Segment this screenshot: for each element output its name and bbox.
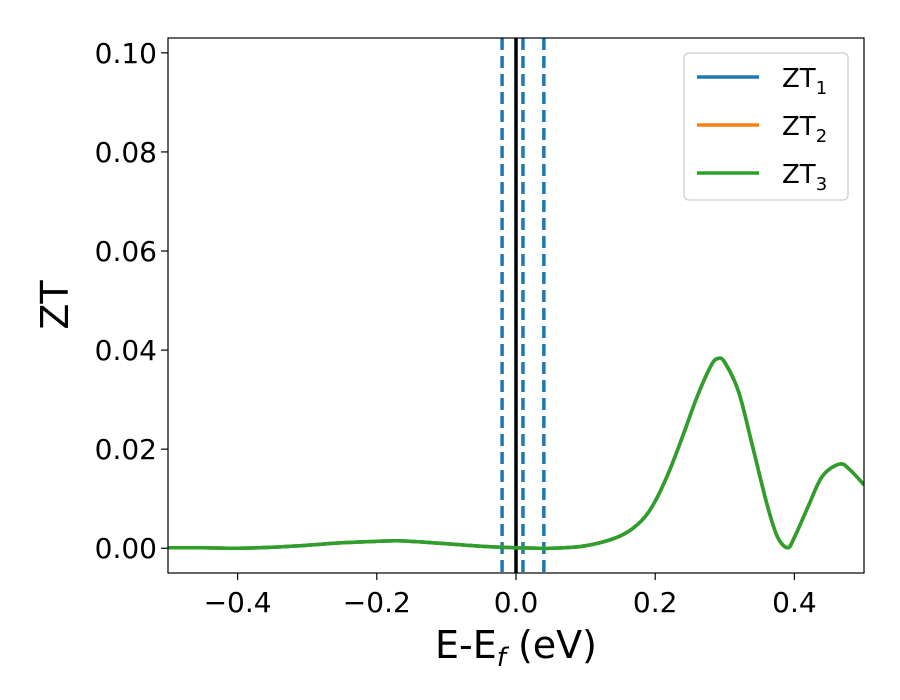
y-tick-label: 0.00: [95, 532, 157, 565]
x-tick-label: −0.4: [204, 586, 272, 619]
legend: ZT1 ZT2 ZT3: [683, 52, 849, 201]
vertical-lines: [500, 38, 546, 573]
legend-label-zt2: ZT2: [782, 112, 827, 147]
x-tick-label: 0.0: [494, 586, 539, 619]
y-axis-label: ZT: [33, 280, 77, 330]
x-tick-label: 0.2: [633, 586, 678, 619]
series-lines: [168, 356, 864, 551]
legend-label-zt3: ZT3: [782, 160, 827, 195]
legend-label-zt1: ZT1: [782, 64, 827, 99]
x-axis-ticks: −0.4 −0.2 0.0 0.2 0.4: [204, 573, 817, 619]
y-tick-label: 0.10: [95, 37, 157, 70]
x-axis-label: E-Ef (eV): [435, 623, 597, 673]
x-tick-label: 0.4: [772, 586, 817, 619]
y-tick-label: 0.08: [95, 136, 157, 169]
y-tick-label: 0.04: [95, 334, 157, 367]
y-axis-ticks: 0.00 0.02 0.04 0.06 0.08 0.10: [95, 37, 168, 565]
x-tick-label: −0.2: [343, 586, 411, 619]
legend-box: [683, 52, 849, 201]
y-tick-label: 0.06: [95, 235, 157, 268]
series-line-zt3: [168, 356, 864, 551]
y-tick-label: 0.02: [95, 433, 157, 466]
